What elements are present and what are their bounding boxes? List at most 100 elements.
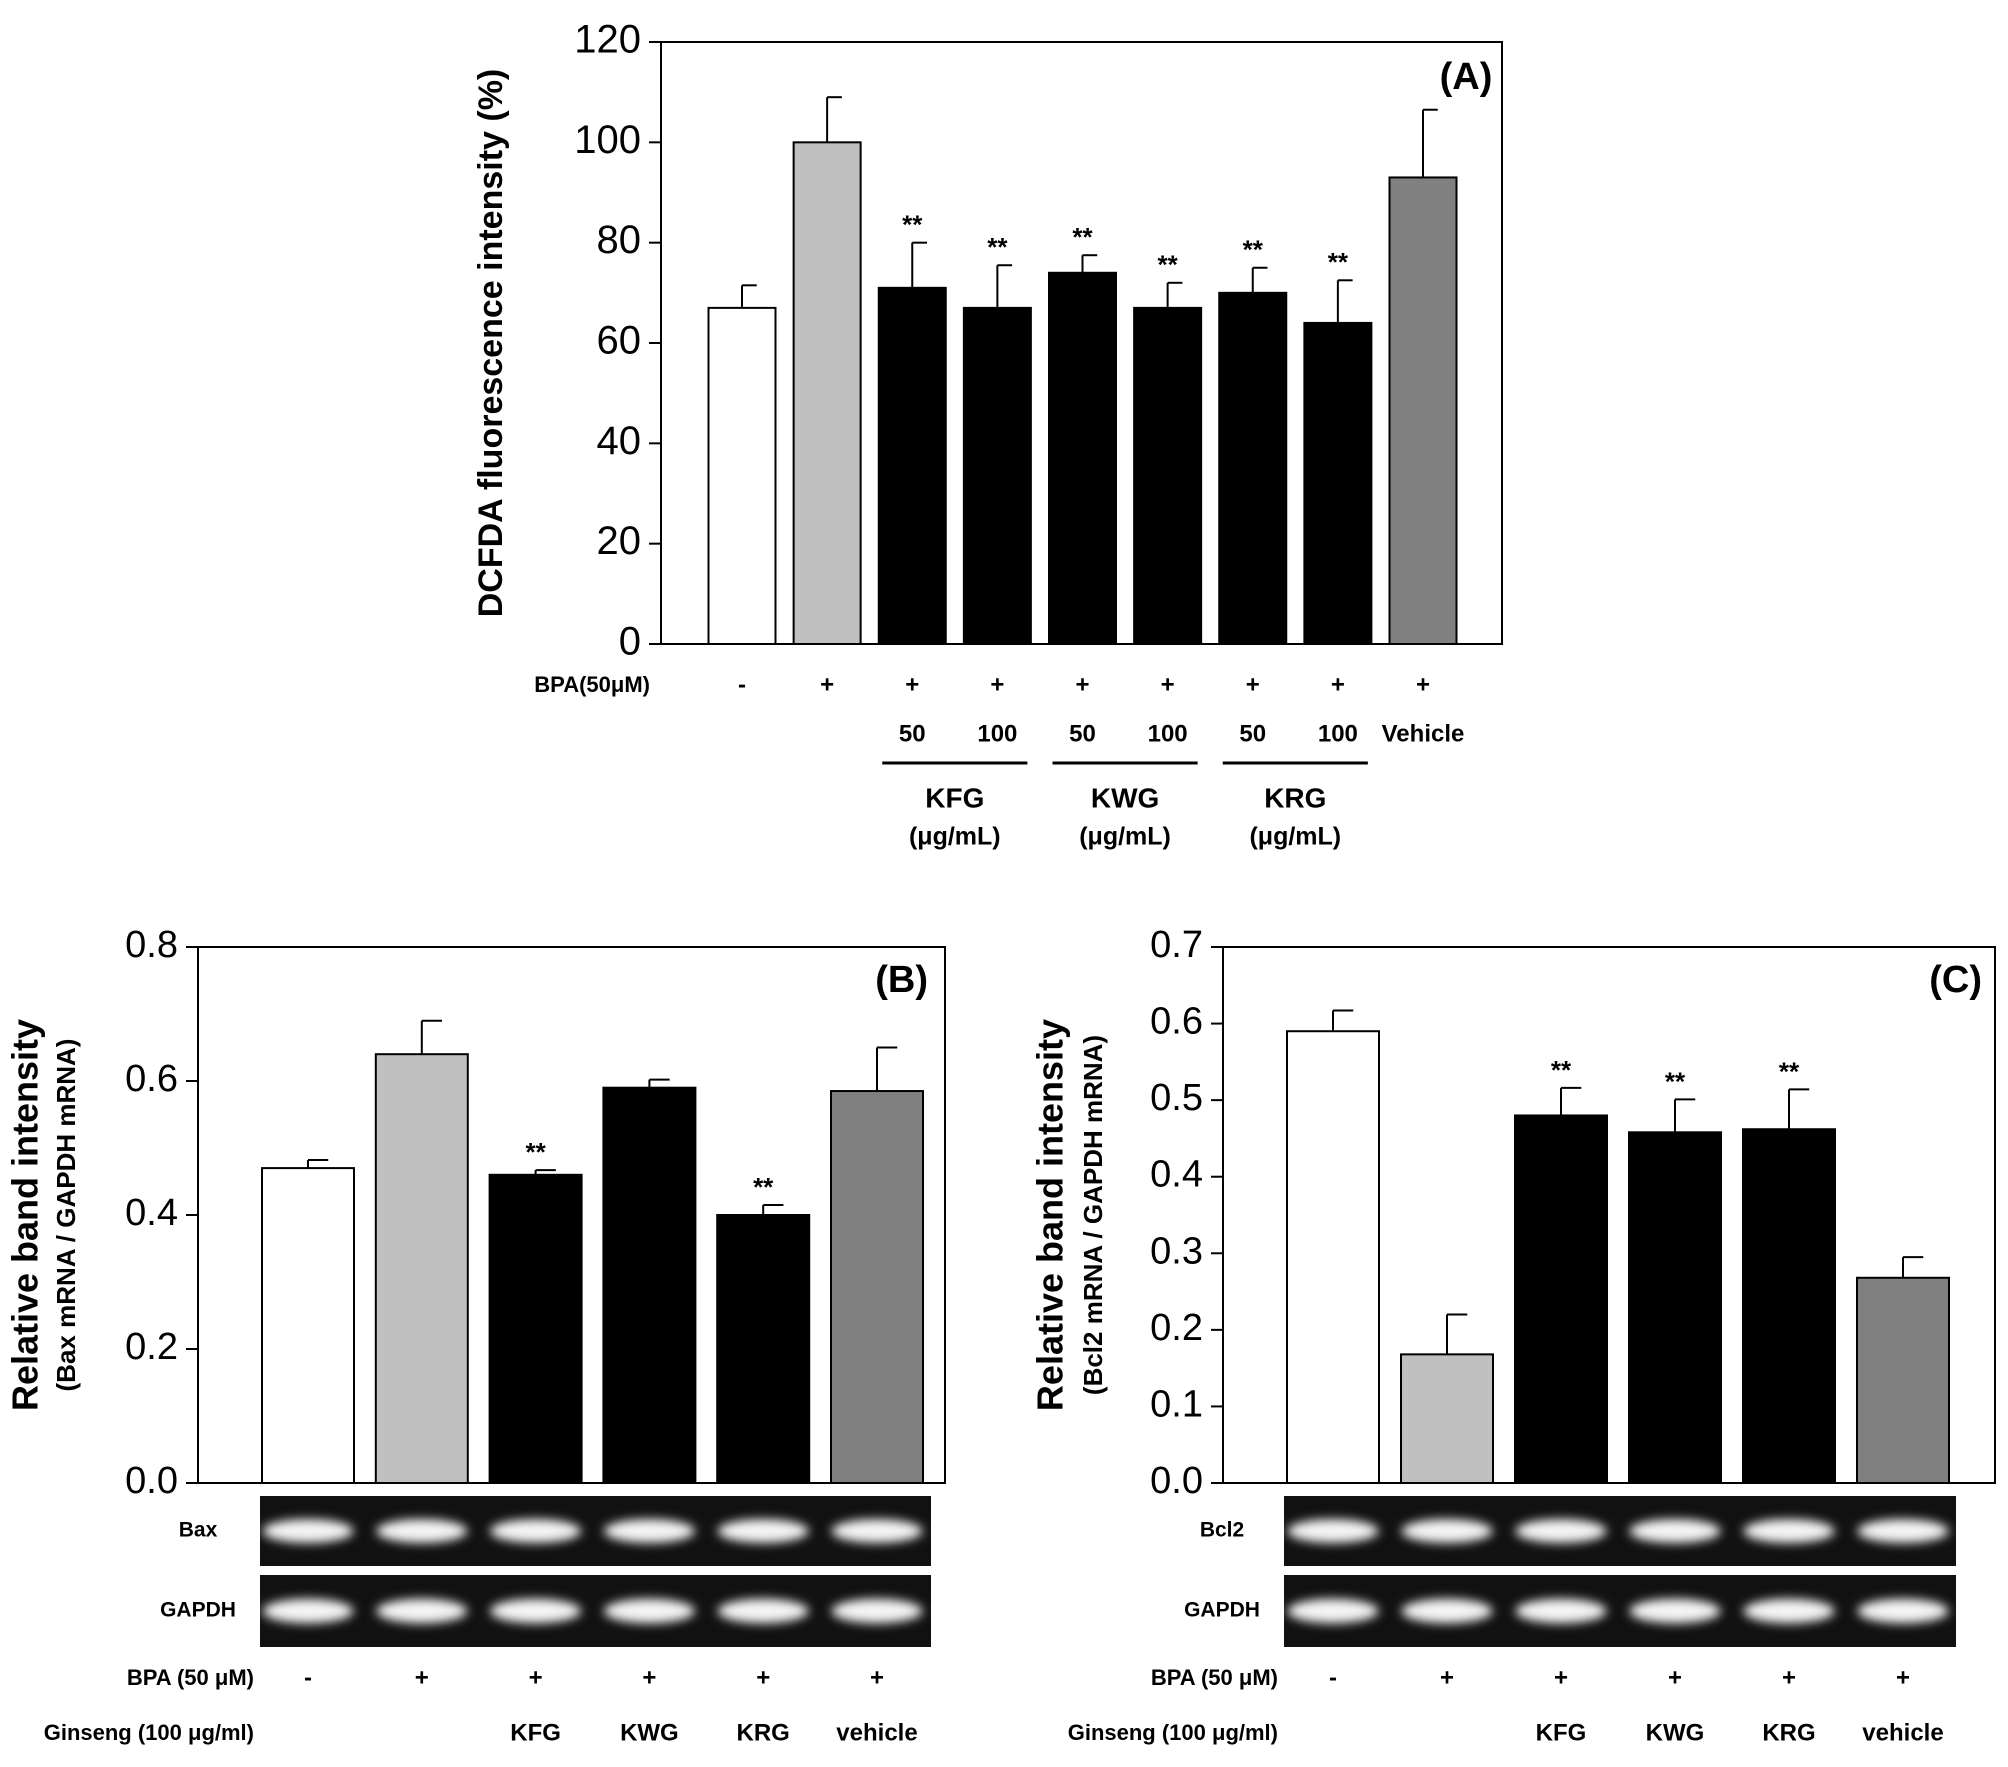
- significance-label: **: [1328, 247, 1349, 277]
- bar: [716, 1214, 811, 1484]
- gel-band: [717, 1519, 809, 1543]
- y-axis-label: (Bcl2 mRNA / GAPDH mRNA): [1078, 1035, 1108, 1395]
- x-tick-label: -: [304, 1664, 312, 1691]
- x-tick-label: +: [1331, 671, 1345, 698]
- significance-label: **: [1243, 235, 1264, 265]
- significance-label: **: [1158, 250, 1179, 280]
- x-tick-label: 50: [1069, 720, 1096, 747]
- gel-row-label: Bcl2: [1200, 1519, 1244, 1542]
- x-tick-label: Vehicle: [1382, 720, 1465, 747]
- x-tick-label: +: [529, 1664, 543, 1691]
- bar: [1133, 306, 1203, 645]
- y-tick-label: 20: [597, 519, 642, 563]
- gel-band: [1401, 1598, 1493, 1624]
- gel-image: [1284, 1575, 1956, 1647]
- bar: [1218, 291, 1288, 645]
- x-tick-label: 100: [977, 720, 1017, 747]
- gel-band: [1401, 1519, 1493, 1543]
- y-tick-label: 100: [574, 118, 641, 162]
- x-tick-label: +: [820, 671, 834, 698]
- bar: [1628, 1131, 1722, 1484]
- group-unit: (μg/mL): [909, 823, 1001, 851]
- y-tick-label: 0.2: [1150, 1307, 1203, 1349]
- gel-band: [1629, 1598, 1721, 1624]
- y-tick-label: 0: [619, 620, 641, 664]
- gel-band: [1515, 1598, 1607, 1624]
- y-tick-label: 40: [597, 419, 642, 463]
- y-axis-label: Relative band intensity: [1030, 1019, 1071, 1411]
- y-tick-label: 0.3: [1150, 1230, 1203, 1272]
- y-tick-label: 120: [574, 18, 641, 62]
- gel-band: [1857, 1598, 1949, 1624]
- significance-label: **: [1779, 1056, 1800, 1086]
- gel-band: [1515, 1519, 1607, 1543]
- bar: [1286, 1030, 1380, 1484]
- gel-band: [1743, 1598, 1835, 1624]
- bar: [707, 306, 777, 645]
- gel-band: [1629, 1519, 1721, 1543]
- bar: [261, 1167, 355, 1484]
- x-tick-label: KWG: [620, 1719, 679, 1746]
- bar: [962, 306, 1032, 645]
- x-tick-label: +: [1668, 1664, 1682, 1691]
- y-tick-label: 0.0: [1150, 1460, 1203, 1502]
- significance-label: **: [1072, 222, 1093, 252]
- panel-label: (B): [875, 959, 928, 1001]
- significance-label: **: [902, 210, 923, 240]
- group-unit: (μg/mL): [1079, 823, 1171, 851]
- bar: [374, 1053, 469, 1484]
- panel-label: (A): [1440, 56, 1493, 98]
- plot-frame: [660, 41, 1503, 645]
- gel-row-label: Bax: [179, 1519, 218, 1542]
- x-tick-label: +: [642, 1664, 656, 1691]
- x-tick-label: +: [1161, 671, 1175, 698]
- y-axis-label: Relative band intensity: [5, 1019, 46, 1411]
- gel-row-label: GAPDH: [160, 1599, 236, 1622]
- gel-band: [1287, 1598, 1379, 1624]
- gel-band: [490, 1519, 582, 1543]
- gel-band: [603, 1519, 695, 1543]
- plot-frame: [1222, 946, 1996, 1484]
- y-axis-label: DCFDA fluorescence intensity (%): [472, 69, 510, 618]
- significance-label: **: [987, 232, 1008, 262]
- x-tick-label: +: [1896, 1664, 1910, 1691]
- bar: [602, 1086, 697, 1484]
- x-tick-label: +: [905, 671, 919, 698]
- x-tick-label: +: [1554, 1664, 1568, 1691]
- gel-row-label: GAPDH: [1184, 1599, 1260, 1622]
- x-tick-label: KFG: [510, 1719, 561, 1746]
- significance-label: **: [525, 1137, 546, 1167]
- significance-label: **: [1665, 1066, 1686, 1096]
- y-tick-label: 0.0: [125, 1460, 178, 1502]
- x-row-label: Ginseng (100 μg/ml): [1068, 1720, 1278, 1745]
- gel-band: [831, 1519, 923, 1543]
- x-tick-label: -: [1329, 1664, 1337, 1691]
- x-tick-label: +: [990, 671, 1004, 698]
- significance-label: **: [1551, 1055, 1572, 1085]
- x-tick-label: 50: [1239, 720, 1266, 747]
- x-tick-label: +: [756, 1664, 770, 1691]
- gel-band: [262, 1598, 354, 1624]
- panel-label: (C): [1929, 959, 1982, 1001]
- x-row-label: BPA (50 μM): [127, 1665, 254, 1690]
- gel-image: [1284, 1496, 1956, 1566]
- x-tick-label: 100: [1148, 720, 1188, 747]
- bar: [877, 286, 947, 645]
- y-tick-label: 60: [597, 319, 642, 363]
- group-unit: (μg/mL): [1249, 823, 1341, 851]
- x-tick-label: KRG: [737, 1719, 790, 1746]
- gel-image: [260, 1496, 931, 1566]
- y-tick-label: 0.2: [125, 1326, 178, 1368]
- x-tick-label: 100: [1318, 720, 1358, 747]
- gel-band: [490, 1598, 582, 1624]
- bar: [1303, 321, 1373, 645]
- gel-band: [603, 1598, 695, 1624]
- gel-band: [376, 1519, 468, 1543]
- gel-image: [260, 1575, 931, 1647]
- gel-band: [717, 1598, 809, 1624]
- x-tick-label: +: [1440, 1664, 1454, 1691]
- bar: [1388, 176, 1458, 645]
- gel-band: [1857, 1519, 1949, 1543]
- y-tick-label: 0.7: [1150, 924, 1203, 966]
